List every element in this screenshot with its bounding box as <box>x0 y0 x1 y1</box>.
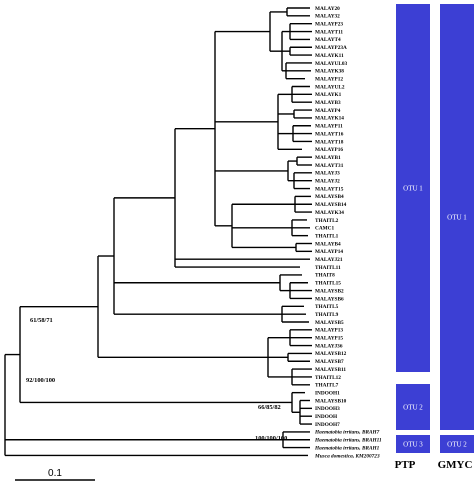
otu-label: OTU 2 <box>403 404 423 412</box>
tip-label: MALAYP23 <box>315 22 343 28</box>
tip-label: INDOOH3 <box>315 406 340 412</box>
tip-label: MALAYB4 <box>315 241 341 247</box>
tip-label: MALAYK34 <box>315 210 344 216</box>
gmyc-method-label: GMYC <box>438 459 473 471</box>
tip-label: MALAYT31 <box>315 163 344 169</box>
tip-label: THAIT8 <box>315 273 335 279</box>
support-value: 100/100/100 <box>255 435 287 442</box>
tip-label: MALAYK1 <box>315 92 342 98</box>
support-value: 61/58/71 <box>30 317 53 324</box>
ptp-method-label: PTP <box>395 459 416 471</box>
tip-label: MALAYP23A <box>315 45 347 51</box>
otu-block <box>440 435 474 453</box>
tip-label: MALAYT16 <box>315 131 344 137</box>
otu-block <box>440 4 474 430</box>
tip-label: INDOOH1 <box>315 390 340 396</box>
tip-label: THAITL1 <box>315 233 339 239</box>
tip-label: MALAYB3 <box>315 100 341 106</box>
otu-label: OTU 1 <box>403 185 423 193</box>
otu-block <box>396 4 430 372</box>
tip-label: INDOOH <box>315 414 338 420</box>
support-value: 92/100/100 <box>26 377 55 384</box>
tip-label: MALAYSB12 <box>315 351 347 357</box>
otu-block <box>396 384 430 430</box>
tip-label: MALAYK14 <box>315 116 344 122</box>
tip-label: MALAYSB2 <box>315 288 344 294</box>
tip-label: MALAYP4 <box>315 108 341 114</box>
tip-label: MALAYSB7 <box>315 359 344 365</box>
otu-label: OTU 2 <box>447 441 467 449</box>
tip-label: MALAYSB11 <box>315 367 346 373</box>
tip-label: MALAY32 <box>315 14 340 20</box>
tip-label: THAITL7 <box>315 383 339 389</box>
tip-label: THAITL11 <box>315 265 341 271</box>
otu-label: OTU 1 <box>447 214 467 222</box>
tip-label: MALAYJ21 <box>315 257 343 263</box>
otu-label: OTU 3 <box>403 441 423 449</box>
tip-label: MALAYJ2 <box>315 179 340 185</box>
tip-label: MALAYSB6 <box>315 296 344 302</box>
tip-label: THAITL9 <box>315 312 339 318</box>
tip-label: THAITL12 <box>315 375 341 381</box>
tip-label: CAMC1 <box>315 226 334 232</box>
otu-blocks: OTU 1 OTU 2 OTU 3 OTU 1 OTU 2 <box>396 4 474 453</box>
tip-label: MALAYP13 <box>315 328 343 334</box>
tip-label: MALAYP15 <box>315 336 343 342</box>
tip-label: THAITL2 <box>315 218 339 224</box>
tip-label: MALAYT4 <box>315 37 341 43</box>
tip-label: MALAYK38 <box>315 69 344 75</box>
tip-label: INDOOH7 <box>315 422 340 428</box>
tip-label: MALAYP12 <box>315 76 343 82</box>
tip-label: Haematobia irritans, BRAH7 <box>314 430 380 436</box>
tip-label: MALAYJ36 <box>315 343 343 349</box>
tip-label: Haematobia irritans, BRAH11 <box>314 438 382 444</box>
otu-block <box>396 435 430 453</box>
tip-label: MALAYT11 <box>315 29 343 35</box>
support-value: 66/85/82 <box>258 404 281 411</box>
tip-label: MALAYT15 <box>315 186 344 192</box>
tip-label: MALAYP16 <box>315 147 343 153</box>
tip-label: MALAYSB4 <box>315 194 344 200</box>
support-values: 61/58/71 92/100/100 66/85/82 100/100/100 <box>26 317 287 442</box>
tip-label: MALAYSB14 <box>315 202 347 208</box>
tip-label: MALAYSB10 <box>315 398 347 404</box>
tree-branches <box>4 7 312 457</box>
tip-label: MALAYJ3 <box>315 171 340 177</box>
tip-label: THAITL5 <box>315 304 339 310</box>
tip-label: MALAYT18 <box>315 139 344 145</box>
tip-label: MALAYUL03 <box>315 61 348 67</box>
tip-label: MALAYP11 <box>315 124 343 130</box>
scale-bar-label: 0.1 <box>48 468 62 479</box>
tip-label: MALAYK11 <box>315 53 344 59</box>
tip-label: MALAYSB5 <box>315 320 344 326</box>
tip-label: Musca domestica, KM200723 <box>314 453 380 459</box>
tip-label: THAITL15 <box>315 281 341 287</box>
tip-label: Haematobia irritans, BRAH1 <box>314 445 380 451</box>
tip-label: MALAYUL2 <box>315 84 345 90</box>
tip-label: MALAY20 <box>315 6 340 12</box>
tip-label: MALAYB1 <box>315 155 341 161</box>
tip-label: MALAYP14 <box>315 249 343 255</box>
